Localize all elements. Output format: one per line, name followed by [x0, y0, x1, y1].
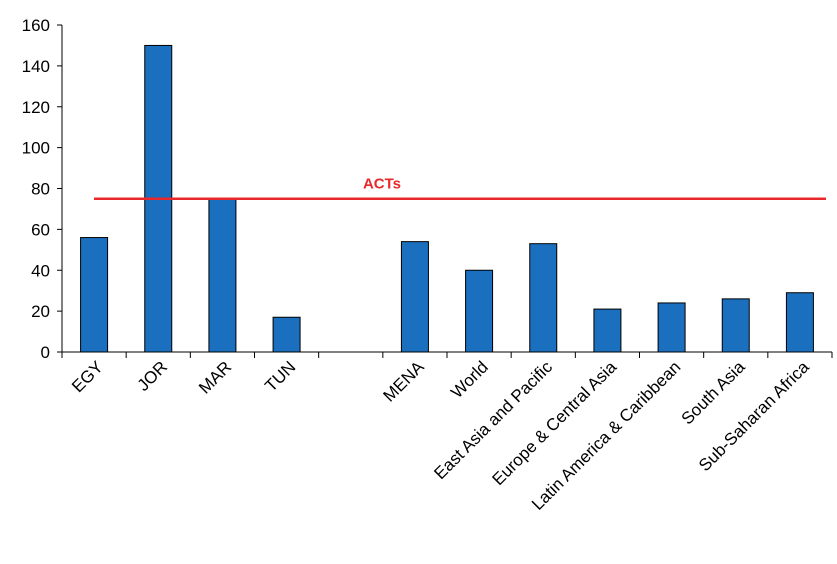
reference-line-group: ACTs: [94, 176, 826, 200]
reference-line-label: ACTs: [363, 176, 401, 193]
x-category-label: TUN: [261, 357, 299, 395]
y-tick-label: 160: [22, 16, 50, 35]
y-tick-label: 140: [22, 57, 50, 76]
bar: [400, 241, 429, 353]
y-tick-label: 100: [22, 139, 50, 158]
bar: [785, 292, 814, 353]
y-tick-label: 20: [31, 302, 50, 321]
x-category-label: Sub-Saharan Africa: [695, 357, 813, 475]
bar: [465, 269, 494, 353]
y-tick-label: 120: [22, 98, 50, 117]
bar: [721, 298, 750, 353]
x-category-label: JOR: [134, 357, 171, 394]
x-category-label: Europe & Central Asia: [489, 357, 621, 489]
y-tick-label: 80: [31, 180, 50, 199]
y-tick-label: 0: [41, 343, 50, 362]
bar: [208, 198, 237, 353]
bar: [529, 243, 558, 353]
bar: [272, 316, 301, 353]
x-category-label: MAR: [195, 357, 235, 397]
y-axis: 0 20 40 60 80 100 120 140 160: [22, 16, 63, 362]
bar: [657, 302, 686, 353]
x-category-label: MENA: [380, 357, 429, 406]
y-tick-label: 40: [31, 261, 50, 280]
y-tick-label: 60: [31, 220, 50, 239]
x-category-label: EGY: [68, 357, 107, 396]
x-category-label: World: [447, 357, 492, 402]
bar: [80, 237, 109, 353]
bar: [593, 308, 622, 353]
x-category-label: East Asia and Pacific: [430, 357, 556, 483]
